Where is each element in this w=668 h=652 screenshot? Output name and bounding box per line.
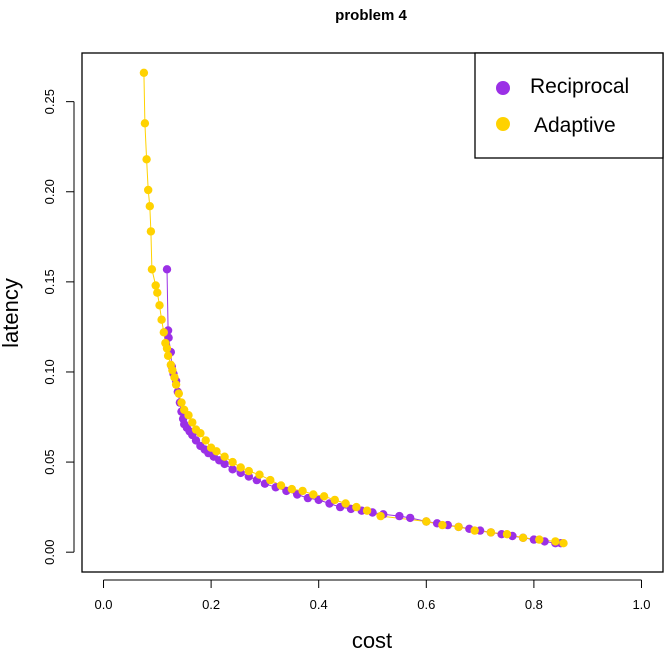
- data-point-adaptive: [228, 457, 237, 467]
- data-point-adaptive: [352, 502, 361, 512]
- data-point-adaptive: [155, 301, 164, 310]
- data-point-adaptive: [153, 288, 162, 297]
- data-point-adaptive: [518, 533, 528, 542]
- data-point-adaptive: [362, 506, 372, 515]
- data-point-adaptive: [502, 530, 512, 539]
- series-line-reciprocal: [166, 269, 561, 544]
- y-tick-label: 0.25: [42, 89, 57, 114]
- data-point-adaptive: [470, 526, 479, 535]
- data-point-adaptive: [174, 389, 183, 398]
- data-point-adaptive: [236, 463, 245, 472]
- data-point-adaptive: [145, 202, 154, 211]
- data-point-adaptive: [220, 452, 229, 461]
- data-point-reciprocal: [162, 265, 172, 274]
- data-point-adaptive: [162, 344, 172, 353]
- data-point-reciprocal: [220, 459, 229, 469]
- data-point-reciprocal: [228, 465, 237, 474]
- data-point-adaptive: [184, 411, 193, 420]
- data-point-adaptive: [147, 265, 157, 274]
- x-tick-label: 0.8: [525, 597, 543, 612]
- data-point-adaptive: [454, 522, 463, 532]
- legend: Reciprocal Adaptive: [474, 52, 664, 159]
- data-point-adaptive: [159, 328, 168, 337]
- data-point-adaptive: [341, 499, 350, 508]
- data-point-adaptive: [170, 373, 179, 382]
- data-point-adaptive: [486, 528, 496, 537]
- x-axis: 0.0 0.2 0.4 0.6 0.8 1.0: [94, 579, 651, 612]
- x-tick-label: 1.0: [632, 597, 650, 612]
- y-tick-label: 0.20: [42, 179, 57, 204]
- data-point-adaptive: [139, 68, 149, 78]
- y-tick-label: 0.10: [42, 359, 57, 384]
- data-point-adaptive: [422, 517, 431, 526]
- data-point-adaptive: [276, 481, 286, 490]
- x-tick-label: 0.4: [310, 597, 328, 612]
- data-point-adaptive: [140, 119, 150, 128]
- data-point-adaptive: [266, 475, 275, 485]
- data-point-adaptive: [201, 436, 210, 445]
- data-point-adaptive: [535, 535, 544, 544]
- data-point-reciprocal: [406, 513, 415, 523]
- data-point-adaptive: [287, 484, 296, 494]
- data-point-adaptive: [146, 227, 156, 236]
- chart-title: problem 4: [335, 7, 407, 24]
- x-tick-label: 0.6: [417, 597, 435, 612]
- data-point-adaptive: [171, 380, 181, 389]
- y-axis-label: latency: [0, 278, 23, 348]
- plot-frame: [81, 52, 664, 573]
- legend-box: [474, 52, 664, 159]
- data-point-adaptive: [151, 281, 160, 290]
- legend-label-adaptive: Adaptive: [534, 114, 616, 137]
- legend-label-reciprocal: Reciprocal: [530, 75, 629, 98]
- data-point-adaptive: [142, 155, 151, 164]
- x-axis-label: cost: [352, 628, 392, 652]
- data-point-adaptive: [177, 398, 186, 407]
- data-point-adaptive: [376, 511, 385, 521]
- data-point-adaptive: [168, 366, 177, 375]
- data-point-adaptive: [163, 351, 173, 360]
- data-point-reciprocal: [395, 511, 404, 521]
- y-tick-label: 0.05: [42, 449, 57, 474]
- data-point-adaptive: [298, 486, 307, 496]
- data-point-adaptive: [144, 185, 153, 195]
- data-point-adaptive: [255, 470, 264, 479]
- data-point-adaptive: [212, 447, 221, 456]
- x-tick-label: 0.2: [202, 597, 220, 612]
- data-point-adaptive: [551, 537, 560, 546]
- data-point-adaptive: [196, 429, 205, 438]
- series-points: [139, 68, 568, 548]
- data-point-adaptive: [330, 495, 339, 505]
- data-point-adaptive: [309, 490, 318, 499]
- legend-marker-reciprocal: [496, 81, 510, 95]
- y-tick-label: 0.00: [42, 540, 57, 565]
- y-axis: 0.00 0.05 0.10 0.15 0.20 0.25: [42, 89, 75, 565]
- data-point-adaptive: [244, 466, 253, 476]
- legend-marker-adaptive: [496, 117, 510, 131]
- data-point-adaptive: [188, 418, 197, 427]
- data-point-adaptive: [559, 539, 568, 548]
- data-point-adaptive: [157, 315, 166, 324]
- data-point-adaptive: [319, 492, 329, 501]
- y-tick-label: 0.15: [42, 269, 57, 294]
- x-tick-label: 0.0: [94, 597, 112, 612]
- data-point-adaptive: [438, 520, 447, 530]
